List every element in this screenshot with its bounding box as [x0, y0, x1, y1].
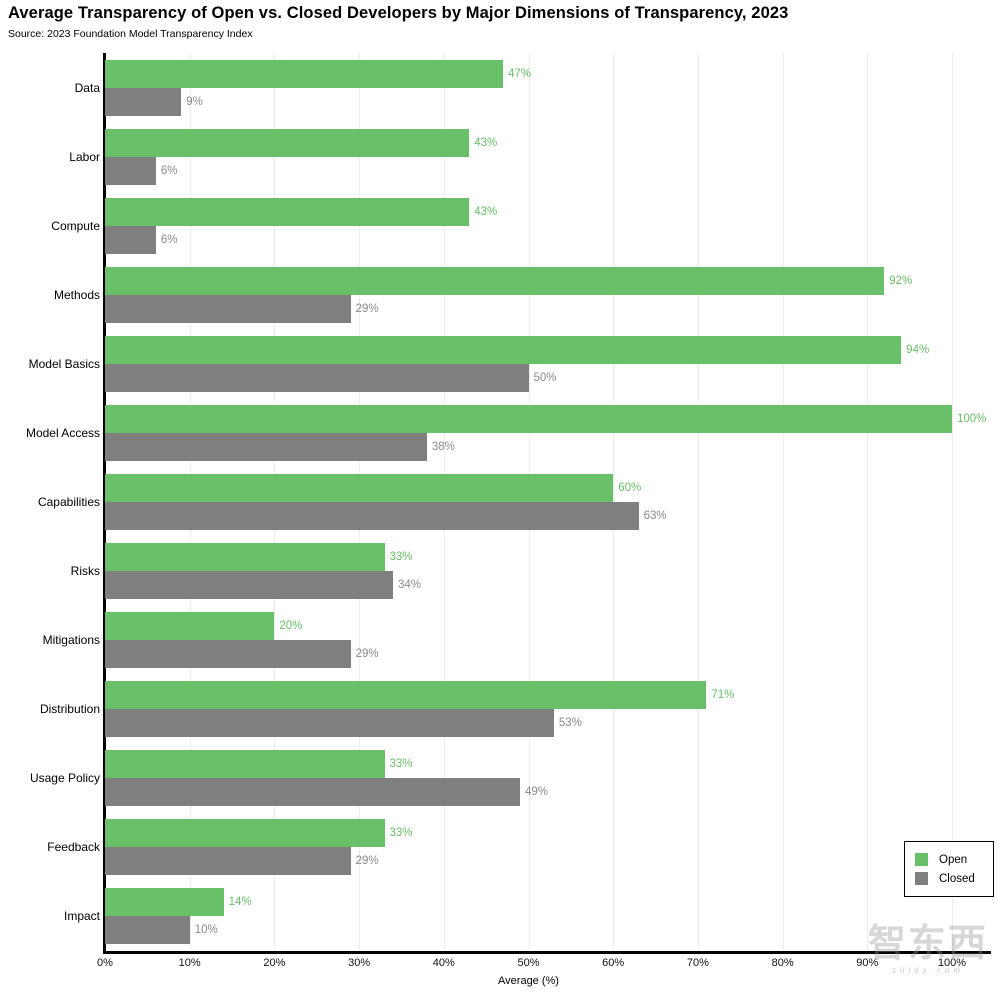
bar-value-closed: 29%	[355, 855, 379, 868]
bar-open	[105, 404, 952, 433]
bar-value-open: 100%	[957, 412, 987, 425]
x-tick-label: 10%	[178, 957, 201, 969]
bar-value-open: 92%	[889, 274, 913, 287]
open-swatch-icon	[915, 853, 928, 866]
legend: Open Closed	[904, 841, 994, 897]
bar-value-closed: 49%	[525, 786, 549, 799]
x-tick-label: 90%	[856, 957, 879, 969]
bar-closed	[105, 87, 182, 116]
category-label: Mitigations	[42, 633, 100, 648]
gridline	[867, 53, 869, 951]
bar-closed	[105, 709, 554, 738]
gridline	[952, 53, 953, 951]
x-tick-label: 40%	[432, 957, 455, 969]
category-label: Data	[74, 80, 100, 95]
category-label: Impact	[63, 909, 100, 924]
gridline	[697, 53, 699, 951]
bar-value-closed: 63%	[643, 510, 667, 522]
x-axis-line	[103, 951, 991, 954]
bar-open	[105, 888, 224, 917]
bar-open	[105, 750, 385, 779]
bar-closed	[105, 156, 156, 185]
x-tick-label: 70%	[686, 957, 709, 969]
closed-swatch-icon	[915, 872, 928, 885]
bar-value-closed: 9%	[186, 95, 203, 108]
bar-value-closed: 53%	[558, 717, 582, 730]
bar-open	[105, 128, 470, 157]
bar-open	[105, 266, 885, 295]
bar-closed	[105, 363, 529, 392]
bar-open	[105, 197, 470, 226]
bar-open	[105, 59, 504, 88]
bar-value-open: 94%	[906, 343, 930, 356]
category-label: Distribution	[39, 702, 100, 717]
x-tick-label: 80%	[771, 957, 794, 969]
category-label: Model Access	[25, 425, 100, 440]
bar-closed	[105, 571, 393, 600]
bar-value-closed: 6%	[160, 164, 178, 177]
bar-value-open: 14%	[228, 896, 252, 909]
x-tick-label: 0%	[97, 957, 113, 969]
y-axis-line	[103, 53, 106, 953]
legend-label-open: Open	[939, 853, 968, 866]
bar-open	[105, 819, 385, 848]
category-label: Capabilities	[37, 495, 100, 509]
category-label: Labor	[69, 149, 100, 164]
bar-value-open: 60%	[618, 482, 642, 494]
bar-value-open: 71%	[711, 689, 735, 702]
bar-open	[105, 612, 275, 641]
x-tick-label: 20%	[263, 957, 286, 969]
bar-value-closed: 6%	[160, 233, 178, 246]
category-label: Risks	[70, 564, 100, 579]
bar-value-open: 33%	[389, 551, 413, 564]
bar-closed	[105, 778, 521, 807]
category-label: Model Basics	[28, 356, 100, 371]
bar-value-closed: 50%	[533, 371, 557, 384]
bar-value-open: 43%	[474, 205, 498, 218]
bar-value-open: 47%	[508, 67, 532, 80]
bar-closed	[105, 294, 351, 323]
bar-value-closed: 38%	[431, 440, 455, 453]
bar-open	[105, 681, 707, 710]
gridline	[782, 53, 784, 951]
chart-title: Average Transparency of Open vs. Closed …	[8, 4, 789, 22]
bar-value-open: 33%	[389, 827, 413, 840]
x-tick-label: 60%	[602, 957, 625, 969]
chart-source: Source: 2023 Foundation Model Transparen…	[8, 28, 253, 40]
bar-closed	[105, 640, 351, 669]
bar-closed	[105, 225, 156, 254]
legend-item-closed: Closed	[915, 869, 985, 888]
bar-value-closed: 10%	[194, 924, 218, 937]
plot-area: 0% 10% 20% 30% 40% 50% 60% 70% 80% 90% 100% 47% 9% 43…	[97, 53, 991, 969]
bar-closed	[105, 916, 190, 945]
category-label: Usage Policy	[29, 771, 100, 786]
bar-value-open: 43%	[474, 136, 498, 149]
legend-item-open: Open	[915, 850, 985, 869]
bar-value-closed: 34%	[397, 579, 421, 592]
bar-value-closed: 29%	[355, 648, 379, 661]
category-label: Feedback	[47, 840, 100, 855]
bar-value-open: 20%	[279, 620, 303, 633]
bar-open	[105, 543, 385, 572]
category-label: Methods	[53, 287, 100, 302]
bar-closed	[105, 502, 639, 530]
bar-closed	[105, 847, 351, 876]
x-tick-label: 50%	[517, 957, 540, 969]
x-tick-label: 100%	[937, 957, 967, 969]
legend-label-closed: Closed	[939, 872, 975, 885]
bar-value-closed: 29%	[355, 302, 379, 315]
x-axis-title: Average (%)	[498, 975, 559, 987]
bar-closed	[105, 432, 427, 461]
bar-open	[105, 474, 614, 502]
x-tick-label: 30%	[348, 957, 371, 969]
bar-open	[105, 335, 902, 364]
category-label: Compute	[51, 218, 100, 233]
bar-value-open: 33%	[389, 758, 413, 771]
